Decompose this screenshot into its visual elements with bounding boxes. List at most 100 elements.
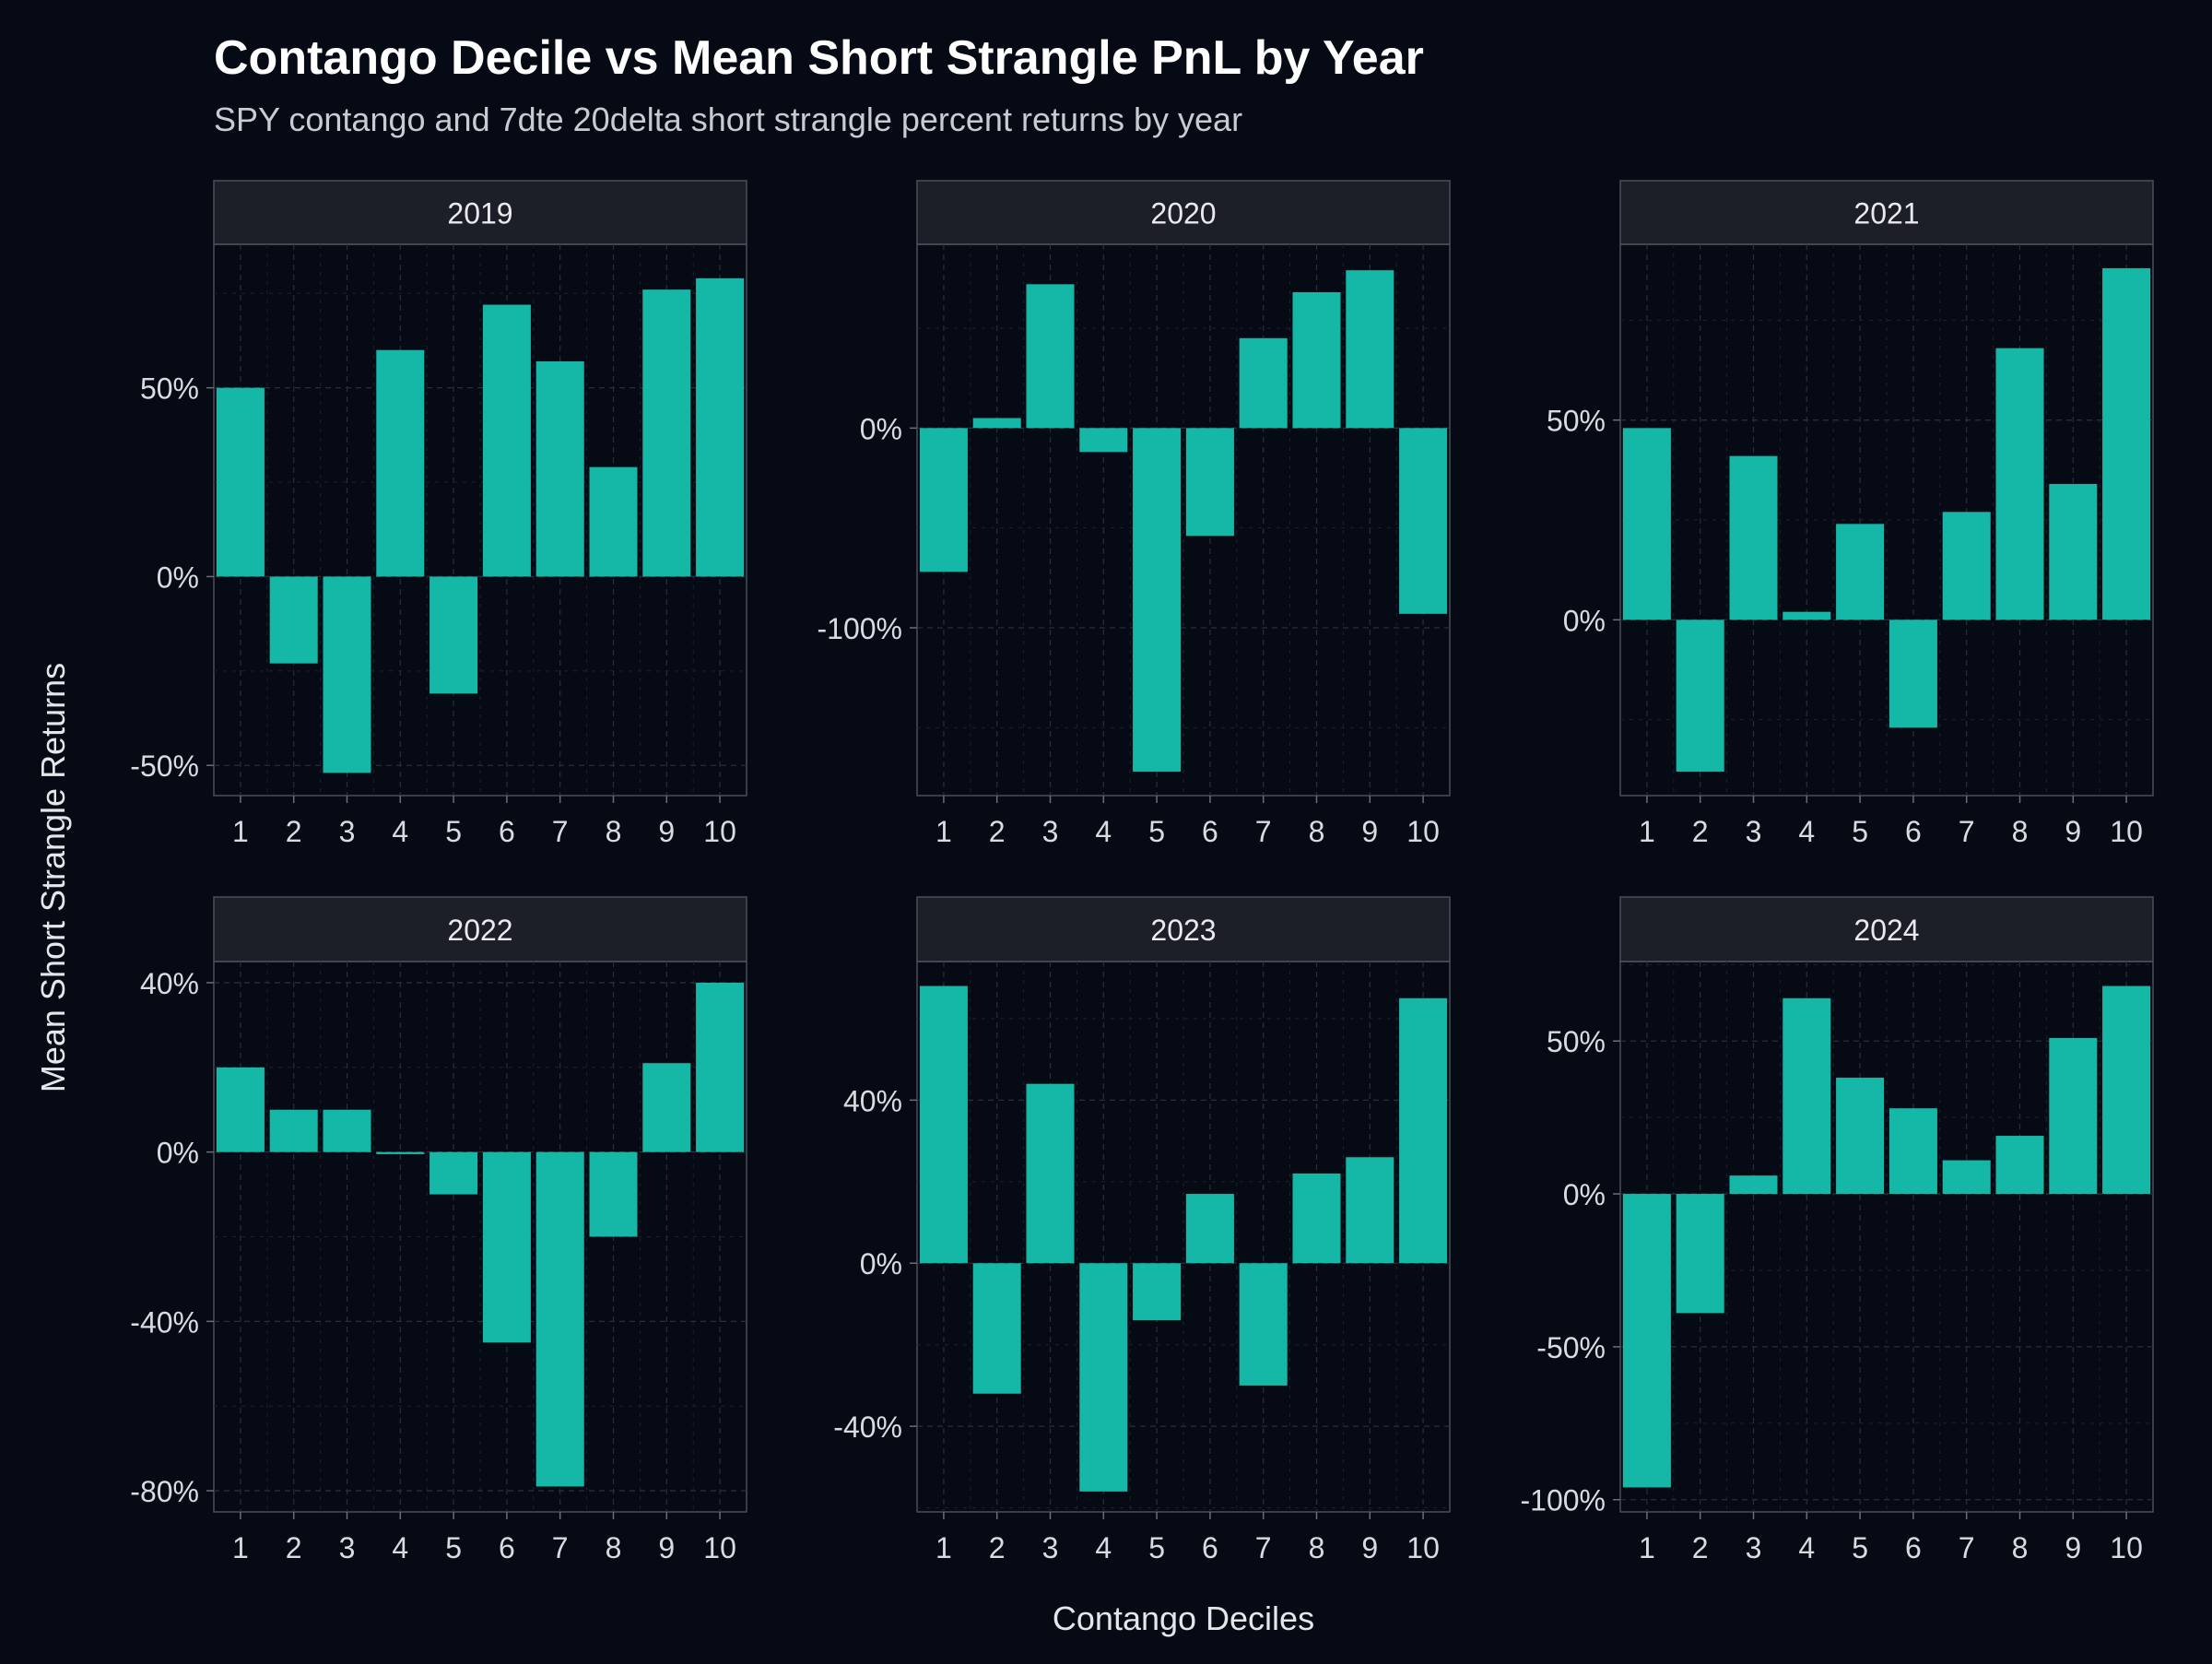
bar-2021-4 [1783,611,1831,620]
bar-2022-3 [323,1109,371,1152]
panel-2021: 2021 0% 50% 1 2 3 4 5 6 7 8 9 10 [1547,180,2154,848]
x-tick-label: 6 [499,1531,515,1564]
bar-2022-7 [535,1151,584,1487]
bar-2021-6 [1888,620,1937,728]
y-tick-label: 40% [140,967,199,1000]
bar-2024-3 [1729,1175,1778,1195]
bar-2023-9 [1346,1157,1394,1264]
x-tick-label: 7 [552,815,569,848]
bar-2023-2 [972,1263,1021,1394]
bar-2022-4 [376,1151,425,1154]
bar-2019-5 [429,576,478,694]
x-tick-label: 4 [1095,815,1112,848]
y-tick-label: 0% [157,1137,199,1170]
x-axis-label: Contango Deciles [1053,1599,1314,1637]
bar-2022-1 [216,1067,265,1152]
y-tick-label: 50% [140,372,199,406]
panel-strip [1619,896,2154,962]
x-tick-label: 5 [445,815,462,848]
bar-2019-8 [589,466,638,577]
panel-strip [213,180,747,245]
x-tick-label: 3 [1746,815,1762,848]
panel-year-label: 2021 [1853,197,1919,230]
x-tick-label: 1 [232,1531,249,1564]
panel-strip [916,180,1451,245]
x-tick-label: 10 [1406,1531,1440,1564]
panel-year-label: 2022 [447,914,512,947]
x-tick-label: 1 [1639,1531,1655,1564]
bar-2023-6 [1185,1194,1234,1264]
bar-2019-2 [269,576,318,664]
y-tick-label: -100% [818,612,903,645]
bar-2024-5 [1836,1078,1885,1195]
bar-2024-9 [2049,1037,2098,1195]
x-tick-label: 6 [1905,815,1922,848]
bar-2020-10 [1399,428,1448,614]
x-tick-label: 8 [606,815,622,848]
bar-2022-2 [269,1109,318,1152]
x-tick-label: 3 [1746,1531,1762,1564]
y-tick-label: -50% [1536,1331,1606,1364]
bar-2024-7 [1942,1160,1991,1195]
x-tick-label: 8 [2012,815,2029,848]
bar-2021-10 [2102,268,2151,620]
bar-2024-2 [1676,1194,1724,1314]
bar-2023-1 [919,985,968,1264]
y-tick-label: 0% [860,1247,902,1280]
x-tick-label: 8 [1309,1531,1325,1564]
y-tick-label: 40% [843,1084,902,1117]
chart-title: Contango Decile vs Mean Short Strangle P… [214,31,1424,85]
bar-2023-10 [1399,997,1448,1264]
bar-2023-7 [1239,1263,1288,1386]
bar-2021-7 [1942,512,1991,620]
x-tick-label: 2 [989,815,1006,848]
bar-2020-7 [1239,337,1288,429]
x-tick-label: 2 [1692,1531,1709,1564]
x-tick-label: 6 [1905,1531,1922,1564]
y-tick-label: 50% [1547,405,1606,438]
x-tick-label: 5 [1852,1531,1868,1564]
x-tick-label: 9 [2065,815,2081,848]
bar-2019-9 [642,289,691,577]
x-tick-label: 2 [989,1531,1006,1564]
bar-2021-3 [1729,455,1778,620]
bar-2021-1 [1622,428,1671,620]
bar-2024-6 [1888,1108,1937,1195]
bar-2023-8 [1292,1173,1341,1264]
x-tick-label: 6 [499,815,515,848]
panel-year-label: 2019 [447,197,512,230]
x-tick-label: 9 [1361,1531,1378,1564]
y-tick-label: -100% [1521,1484,1606,1517]
x-tick-label: 7 [1255,1531,1272,1564]
bar-2020-9 [1346,270,1394,429]
bar-2024-8 [1995,1136,2044,1195]
x-tick-label: 6 [1202,815,1218,848]
bar-2022-9 [642,1063,691,1152]
x-tick-label: 8 [1309,815,1325,848]
bar-2024-10 [2102,985,2151,1195]
x-tick-label: 10 [703,815,736,848]
y-tick-label: -40% [130,1305,199,1339]
x-tick-label: 3 [1042,815,1059,848]
y-tick-label: 0% [1563,1178,1606,1211]
x-tick-label: 10 [2110,815,2143,848]
panel-year-label: 2023 [1150,914,1216,947]
x-tick-label: 1 [1639,815,1655,848]
panel-strip [213,896,747,962]
bar-2022-8 [589,1151,638,1237]
x-tick-label: 9 [658,815,675,848]
bar-2021-2 [1676,620,1724,772]
y-tick-label: 0% [157,561,199,594]
bar-2020-5 [1133,428,1182,772]
panel-2024: 2024 -100% -50% 0% 50% 1 2 3 4 5 6 7 8 9 10 [1521,896,2154,1564]
y-tick-label: 0% [1563,604,1606,637]
bar-2022-5 [429,1151,478,1195]
bar-2019-7 [535,360,584,577]
x-tick-label: 4 [392,815,408,848]
bar-2021-5 [1836,524,1885,620]
bar-2020-2 [972,418,1021,429]
x-tick-label: 8 [2012,1531,2029,1564]
x-tick-label: 1 [232,815,249,848]
bar-2020-6 [1185,428,1234,537]
